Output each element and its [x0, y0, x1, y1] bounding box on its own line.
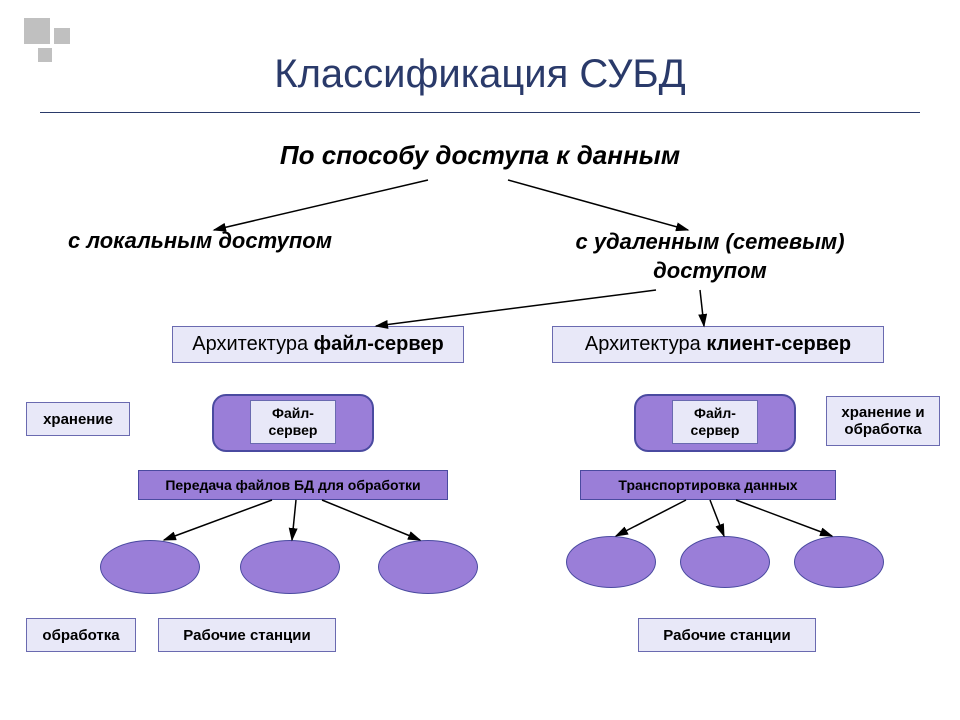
arch-file-server: Архитектура файл-сервер — [172, 326, 464, 363]
ellipse — [100, 540, 200, 594]
subtitle: По способу доступа к данным — [0, 140, 960, 171]
branch-local: с локальным доступом — [50, 228, 350, 254]
server-inner-left: Файл- сервер — [250, 400, 336, 444]
ellipse — [794, 536, 884, 588]
arch-bold: клиент-сервер — [706, 333, 851, 355]
server-label: Файл- сервер — [691, 405, 740, 439]
server-label: Файл- сервер — [269, 405, 318, 439]
ellipse — [680, 536, 770, 588]
arch-prefix: Архитектура — [192, 333, 313, 355]
branch-remote: с удаленным (сетевым) доступом — [540, 228, 880, 285]
decor-sq — [24, 18, 50, 44]
arch-bold: файл-сервер — [314, 333, 444, 355]
arch-prefix: Архитектура — [585, 333, 706, 355]
ellipse — [378, 540, 478, 594]
arch-client-server: Архитектура клиент-сервер — [552, 326, 884, 363]
ellipse — [566, 536, 656, 588]
workstations-left: Рабочие станции — [158, 618, 336, 652]
transfer-bar-left: Передача файлов БД для обработки — [138, 470, 448, 500]
workstations-right: Рабочие станции — [638, 618, 816, 652]
processing-box: обработка — [26, 618, 136, 652]
transfer-bar-right: Транспортировка данных — [580, 470, 836, 500]
storage-processing-box: хранение и обработка — [826, 396, 940, 446]
storage-box: хранение — [26, 402, 130, 436]
server-inner-right: Файл- сервер — [672, 400, 758, 444]
title-underline — [40, 112, 920, 113]
ellipse — [240, 540, 340, 594]
page-title: Классификация СУБД — [0, 52, 960, 97]
decor-sq — [54, 28, 70, 44]
